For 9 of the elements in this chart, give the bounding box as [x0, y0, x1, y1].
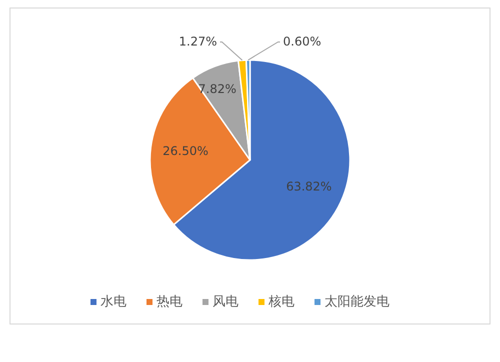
- data-label: 26.50%: [162, 144, 208, 158]
- legend-label: 风电: [212, 294, 238, 310]
- legend-label: 热电: [156, 294, 182, 310]
- data-label: 63.82%: [286, 180, 332, 194]
- legend-label: 核电: [268, 294, 294, 310]
- data-label: 0.60%: [283, 34, 322, 48]
- data-label: 1.27%: [178, 34, 217, 48]
- legend-label: 水电: [100, 294, 126, 310]
- legend-label: 太阳能发电: [324, 294, 390, 310]
